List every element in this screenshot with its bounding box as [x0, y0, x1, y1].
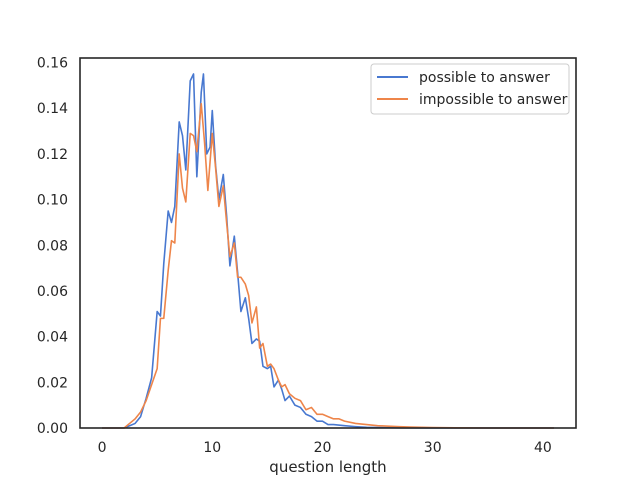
y-tick-label: 0.16: [37, 56, 68, 72]
y-tick-label: 0.02: [37, 375, 68, 391]
series-layer: [102, 73, 554, 429]
y-tick-label: 0.12: [37, 147, 68, 163]
x-tick-label: 10: [203, 440, 221, 456]
x-axis-label: question length: [269, 458, 386, 476]
legend-box: [370, 63, 570, 115]
y-tick-label: 0.04: [37, 330, 68, 346]
plot-frame: [79, 57, 577, 429]
x-tick-labels: 0 10 20 30 40: [98, 440, 552, 456]
legend-label-possible-to-answer: possible to answer: [419, 70, 550, 86]
y-tick-labels: 0.00 0.02 0.04 0.06 0.08 0.10 0.12 0.14 0.16: [37, 56, 68, 437]
y-tick-label: 0.00: [37, 421, 68, 437]
series-line-impossible-to-answer: [102, 102, 554, 429]
x-tick-label: 0: [98, 440, 107, 456]
y-tick-label: 0.14: [37, 101, 68, 117]
x-tick-label: 40: [534, 440, 552, 456]
x-tick-label: 20: [314, 440, 332, 456]
y-tick-label: 0.10: [37, 193, 68, 209]
y-tick-label: 0.06: [37, 284, 68, 300]
x-tick-label: 30: [424, 440, 442, 456]
legend: possible to answer impossible to answer: [370, 63, 570, 115]
legend-label-impossible-to-answer: impossible to answer: [419, 92, 568, 108]
y-tick-label: 0.08: [37, 238, 68, 254]
